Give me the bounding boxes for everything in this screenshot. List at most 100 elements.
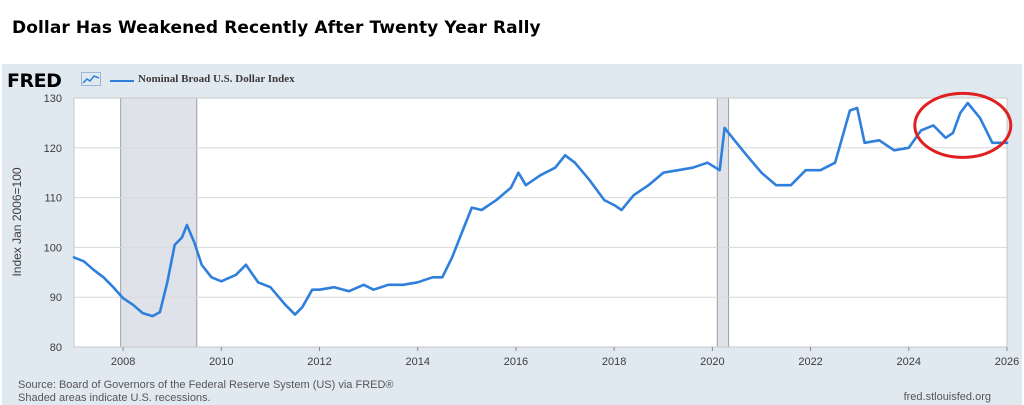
- data-point: [166, 281, 169, 284]
- data-point: [333, 286, 336, 289]
- fred-graph-icon: [81, 72, 101, 86]
- data-point: [908, 147, 910, 149]
- data-point: [718, 169, 721, 171]
- data-point: [790, 184, 792, 186]
- data-point: [416, 281, 419, 284]
- data-point: [220, 280, 223, 283]
- x-tick-label: 2026: [995, 356, 1019, 368]
- data-point: [245, 264, 247, 266]
- data-point: [760, 171, 763, 174]
- data-point: [431, 276, 434, 279]
- data-point: [775, 184, 777, 186]
- source-note: Source: Board of Governors of the Federa…: [18, 379, 394, 391]
- x-tick-label: 2008: [111, 356, 135, 368]
- data-point: [745, 154, 748, 157]
- data-point: [932, 124, 935, 127]
- data-point: [451, 256, 453, 259]
- data-point: [979, 117, 981, 119]
- data-point: [893, 149, 895, 152]
- x-tick-label: 2012: [307, 356, 331, 368]
- data-point: [603, 199, 606, 201]
- y-tick-label: 120: [44, 143, 62, 155]
- data-point: [959, 112, 962, 114]
- data-point: [141, 312, 144, 314]
- data-point: [691, 166, 694, 169]
- data-point: [856, 107, 858, 109]
- data-point: [402, 284, 404, 286]
- data-point: [269, 286, 272, 289]
- data-point: [471, 206, 473, 209]
- data-point: [311, 288, 314, 291]
- data-point: [539, 174, 542, 176]
- data-point: [301, 306, 304, 309]
- annotation-circle: [913, 91, 1013, 159]
- data-point: [849, 109, 851, 112]
- data-point: [441, 276, 444, 279]
- x-tick-label: 2024: [897, 356, 921, 368]
- series-line: [72, 101, 1009, 318]
- data-point: [991, 142, 994, 144]
- data-point: [159, 311, 161, 313]
- data-point: [819, 169, 822, 171]
- data-point: [122, 297, 124, 300]
- data-point: [461, 231, 463, 234]
- data-point: [878, 139, 881, 142]
- y-tick-label: 100: [44, 242, 62, 254]
- data-point: [181, 236, 183, 239]
- data-point: [944, 137, 947, 139]
- data-point: [318, 288, 321, 291]
- data-point: [554, 166, 556, 169]
- data-point: [294, 313, 296, 316]
- data-point: [362, 284, 365, 286]
- data-point: [102, 276, 105, 279]
- page-title: Dollar Has Weakened Recently After Twent…: [12, 18, 541, 38]
- data-point: [647, 184, 650, 186]
- data-point: [952, 132, 954, 134]
- data-point: [112, 286, 115, 289]
- y-tick-label: 80: [50, 342, 62, 354]
- x-tick-label: 2016: [504, 356, 528, 368]
- data-point: [588, 179, 591, 181]
- data-point: [677, 169, 679, 171]
- data-point: [723, 127, 726, 129]
- y-tick-label: 110: [44, 193, 62, 205]
- data-point: [210, 276, 213, 279]
- data-point: [495, 199, 498, 201]
- data-point: [92, 269, 95, 271]
- data-point: [525, 184, 527, 186]
- x-tick-label: 2010: [209, 356, 233, 368]
- data-point: [863, 142, 866, 144]
- data-point: [348, 290, 350, 293]
- data-point: [613, 204, 615, 206]
- data-point: [186, 224, 188, 226]
- data-point: [517, 171, 520, 174]
- data-point: [173, 244, 176, 246]
- data-point: [83, 260, 85, 263]
- data-point: [733, 139, 736, 142]
- plot-border: [73, 97, 1008, 348]
- data-point: [480, 209, 483, 211]
- data-point: [804, 169, 807, 171]
- data-point: [706, 161, 709, 164]
- data-point: [510, 186, 512, 189]
- fred-logo: FRED: [7, 70, 62, 92]
- data-point: [193, 241, 196, 244]
- x-tick-label: 2018: [602, 356, 626, 368]
- data-point: [73, 256, 75, 259]
- data-point: [920, 129, 922, 132]
- data-point: [966, 102, 969, 104]
- data-point: [151, 315, 154, 317]
- plot-area: [74, 98, 1007, 347]
- data-point: [620, 209, 623, 211]
- recession-footnote: Shaded areas indicate U.S. recessions.: [18, 392, 211, 404]
- data-point: [132, 303, 134, 306]
- recession-band-2: [717, 98, 729, 347]
- fred-url-link[interactable]: fred.stlouisfed.org: [903, 391, 991, 403]
- x-tick-label: 2014: [405, 356, 429, 368]
- recession-band-1: [120, 98, 197, 347]
- x-tick-label: 2020: [700, 356, 724, 368]
- data-point: [200, 264, 203, 266]
- data-point: [834, 161, 836, 164]
- legend-line-swatch: [110, 80, 134, 82]
